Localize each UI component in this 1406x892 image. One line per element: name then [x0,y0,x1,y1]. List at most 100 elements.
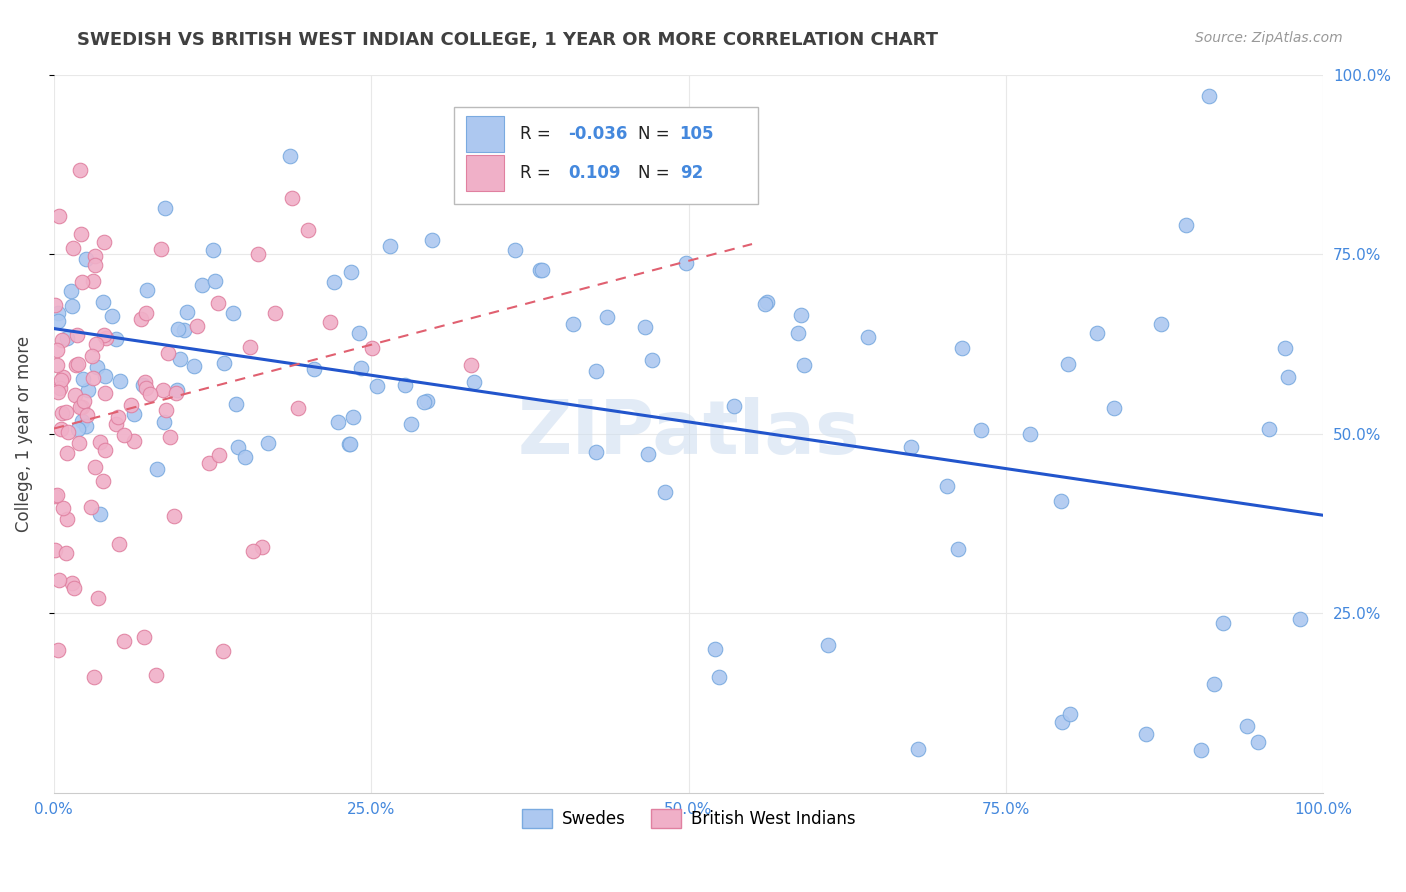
Point [91,294,114,309]
Point [60,300,83,314]
Point [49,373,72,387]
Point [242,544,264,558]
Point [48,574,70,588]
Text: R =: R = [520,125,555,143]
Text: 105: 105 [679,125,714,143]
Point [585,444,607,458]
Point [110,375,132,389]
Point [207,296,229,310]
Point [83,670,105,684]
Point [585,364,607,378]
Point [94,443,117,458]
Point [416,394,439,409]
Point [281,191,304,205]
Point [112,428,135,442]
Point [790,308,813,322]
Text: 92: 92 [679,164,703,182]
Point [94,368,117,383]
Point [124,434,146,448]
Point [422,233,444,247]
Point [328,415,350,429]
Point [70,275,93,289]
Point [637,447,659,461]
Point [48,209,70,223]
Point [56,512,79,526]
Point [153,201,176,215]
Point [156,346,179,360]
Point [89,507,111,521]
Point [112,634,135,648]
Point [936,479,959,493]
Point [46,384,69,399]
Point [1135,726,1157,740]
Point [707,670,730,684]
Point [70,414,93,428]
Text: ZIPatlas: ZIPatlas [517,397,860,470]
Point [94,331,117,345]
Point [366,379,388,393]
Point [72,372,94,386]
Point [44,489,66,503]
Point [120,398,142,412]
Point [55,446,77,460]
Point [152,383,174,397]
Point [176,305,198,319]
Point [596,310,619,324]
Point [173,323,195,337]
Point [350,361,373,376]
Point [52,370,75,384]
Point [152,415,174,429]
Point [1288,612,1310,626]
Point [66,327,89,342]
Point [907,742,929,756]
Point [256,436,278,450]
Point [529,262,551,277]
Point [79,500,101,515]
Point [163,508,186,523]
Text: -0.036: -0.036 [568,125,627,143]
FancyBboxPatch shape [467,155,505,191]
Point [1247,734,1270,748]
Point [856,330,879,344]
Point [287,401,309,415]
Point [93,235,115,250]
Point [970,423,993,437]
Point [817,638,839,652]
Point [48,306,70,320]
Point [634,320,657,334]
Point [146,462,169,476]
Point [45,358,67,372]
Point [946,542,969,557]
Point [134,630,156,644]
Point [675,256,697,270]
Point [201,243,224,257]
Point [80,349,103,363]
Point [139,387,162,401]
FancyBboxPatch shape [454,107,758,203]
Point [165,386,187,401]
Point [1212,615,1234,630]
Point [52,501,75,516]
Point [588,189,610,203]
Point [69,400,91,414]
Point [46,343,69,358]
Point [347,326,370,340]
Y-axis label: College, 1 year or more: College, 1 year or more [15,335,32,532]
Point [63,581,86,595]
Point [49,381,72,395]
Point [1057,357,1080,371]
Point [159,429,181,443]
Point [756,295,779,310]
Point [56,331,79,345]
Point [135,381,157,395]
Point [108,537,131,551]
Point [561,317,583,331]
Point [77,383,100,397]
Text: Source: ZipAtlas.com: Source: ZipAtlas.com [1195,31,1343,45]
Point [55,546,77,560]
Point [75,419,97,434]
Point [360,341,382,355]
Point [1085,326,1108,340]
Point [339,437,361,451]
Point [225,397,247,411]
